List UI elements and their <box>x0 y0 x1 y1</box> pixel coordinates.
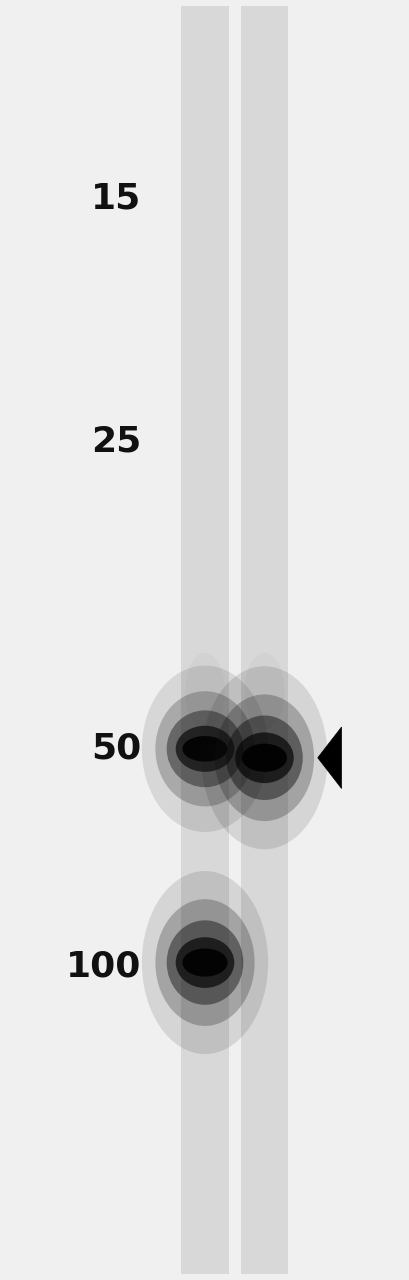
Ellipse shape <box>142 870 267 1055</box>
Ellipse shape <box>155 899 254 1027</box>
Text: 100: 100 <box>66 950 141 983</box>
Ellipse shape <box>155 691 254 806</box>
Ellipse shape <box>142 666 267 832</box>
Ellipse shape <box>184 653 225 730</box>
Bar <box>181 6 228 1274</box>
Ellipse shape <box>226 716 302 800</box>
Text: 15: 15 <box>91 182 141 215</box>
Text: 50: 50 <box>91 732 141 765</box>
Ellipse shape <box>182 736 227 762</box>
Ellipse shape <box>201 666 327 850</box>
Ellipse shape <box>235 732 293 783</box>
Ellipse shape <box>182 948 227 977</box>
Ellipse shape <box>244 653 284 730</box>
Ellipse shape <box>175 726 234 772</box>
Polygon shape <box>317 727 341 788</box>
Text: 25: 25 <box>91 425 141 458</box>
Ellipse shape <box>166 710 243 787</box>
Bar <box>240 6 288 1274</box>
Ellipse shape <box>214 694 313 822</box>
Ellipse shape <box>166 920 243 1005</box>
Ellipse shape <box>241 744 286 772</box>
Ellipse shape <box>175 937 234 988</box>
